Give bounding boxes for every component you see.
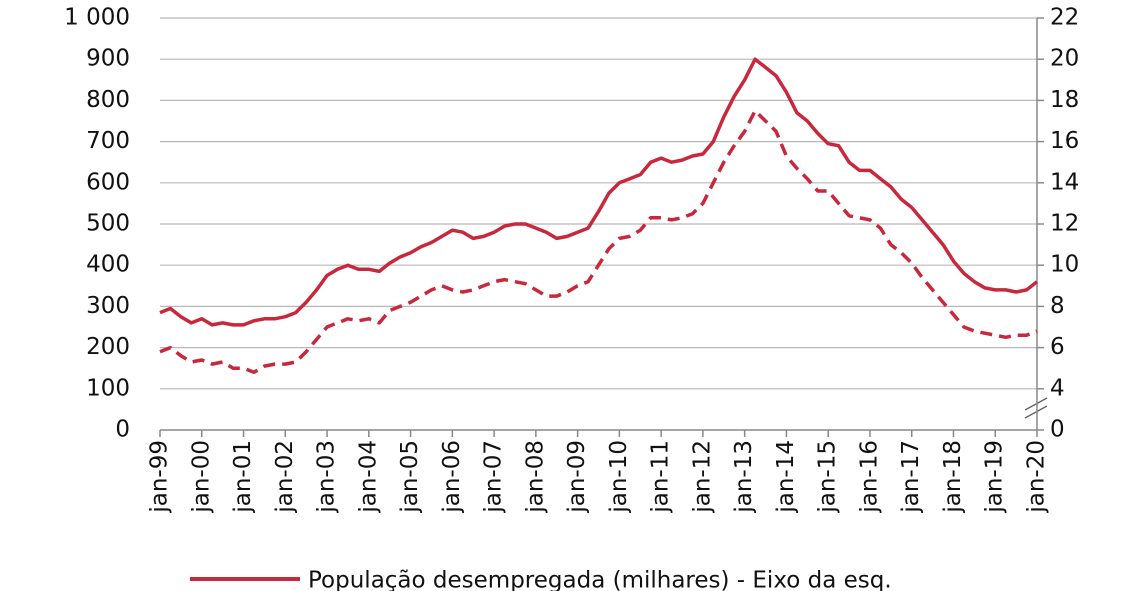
y2-tick-label: 0 <box>1050 417 1065 443</box>
x-tick-label: jan-05 <box>397 440 423 514</box>
x-tick-label: jan-19 <box>982 440 1008 514</box>
x-tick-label: jan-06 <box>439 440 465 514</box>
x-tick-label: jan-11 <box>648 440 674 514</box>
x-tick-label: jan-02 <box>272 440 298 514</box>
axis-break <box>1024 397 1048 419</box>
y2-tick-label: 14 <box>1050 169 1079 195</box>
x-tick-label: jan-99 <box>147 440 173 514</box>
x-tick-label: jan-17 <box>898 440 924 514</box>
series-line <box>159 57 1039 327</box>
y2-tick-label: 22 <box>1050 5 1079 31</box>
y2-tick-label: 4 <box>1050 375 1065 401</box>
y2-tick-label: 18 <box>1050 87 1079 113</box>
y2-tick-label: 6 <box>1050 334 1065 360</box>
x-tick-label: jan-20 <box>1024 440 1050 514</box>
x-tick-label: jan-13 <box>731 440 757 514</box>
y-tick-label: 300 <box>86 293 130 319</box>
x-tick-label: jan-07 <box>481 440 507 514</box>
y2-tick-label: 8 <box>1050 293 1065 319</box>
x-tick-label: jan-08 <box>522 440 548 514</box>
y-tick-label: 800 <box>86 87 130 113</box>
x-tick-label: jan-18 <box>940 440 966 514</box>
y-tick-label: 0 <box>115 417 130 443</box>
x-tick-label: jan-16 <box>856 440 882 514</box>
x-tick-label: jan-00 <box>188 440 214 514</box>
y-tick-label: 1 000 <box>64 5 130 31</box>
y-tick-label: 500 <box>86 211 130 237</box>
x-tick-label: jan-15 <box>815 440 841 514</box>
y2-tick-label: 20 <box>1050 46 1079 72</box>
y-tick-label: 600 <box>86 169 130 195</box>
x-tick-label: jan-01 <box>230 440 256 514</box>
y-tick-label: 700 <box>86 128 130 154</box>
x-tick-label: jan-04 <box>355 440 381 514</box>
x-tick-label: jan-14 <box>773 440 799 514</box>
y-tick-label: 400 <box>86 252 130 278</box>
y2-tick-label: 16 <box>1050 128 1079 154</box>
y-tick-label: 900 <box>86 46 130 72</box>
x-tick-label: jan-09 <box>564 440 590 514</box>
y-tick-label: 100 <box>86 375 130 401</box>
y2-tick-label: 12 <box>1050 211 1079 237</box>
x-tick-label: jan-12 <box>689 440 715 514</box>
y-tick-label: 200 <box>86 334 130 360</box>
legend-label: População desempregada (milhares) - Eixo… <box>308 568 892 591</box>
x-tick-label: jan-10 <box>606 440 632 514</box>
series-line <box>159 108 1038 375</box>
x-tick-label: jan-03 <box>314 440 340 514</box>
y2-tick-label: 10 <box>1050 252 1079 278</box>
